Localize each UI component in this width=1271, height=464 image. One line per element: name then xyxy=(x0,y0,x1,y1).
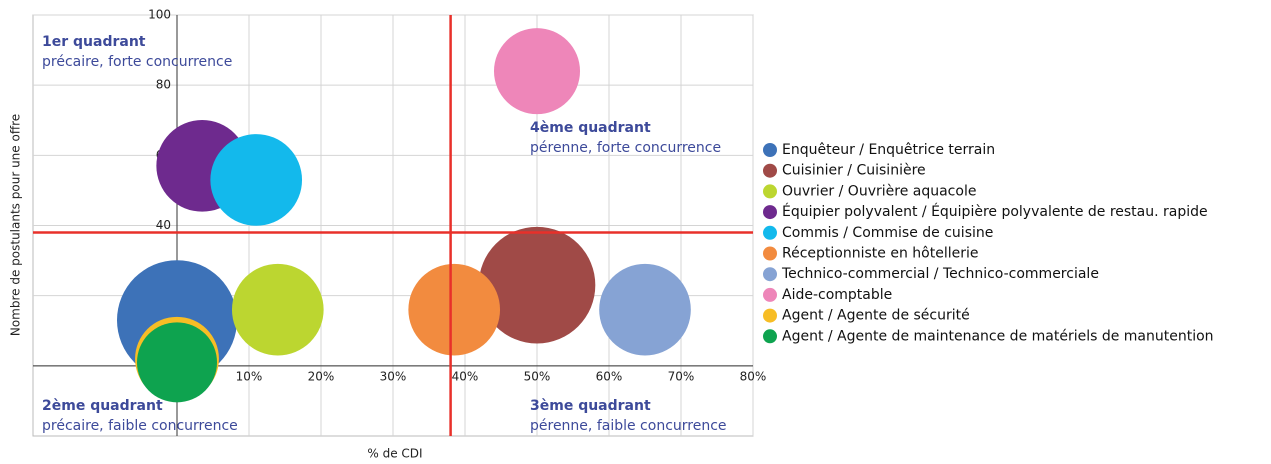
legend-label: Agent / Agente de sécurité xyxy=(782,308,970,324)
x-tick-label: 60% xyxy=(596,369,623,383)
legend-marker xyxy=(763,205,777,220)
quadrant-text: précaire, forte concurrence xyxy=(42,54,232,70)
x-tick-label: 10% xyxy=(236,369,263,383)
legend-label: Cuisinier / Cuisinière xyxy=(782,163,926,179)
legend-marker xyxy=(763,329,777,344)
legend-label: Commis / Commise de cuisine xyxy=(782,225,993,241)
bubble xyxy=(493,28,581,115)
bubble xyxy=(408,263,501,356)
legend-label: Aide-comptable xyxy=(782,287,892,303)
x-tick-label: 50% xyxy=(524,369,551,383)
y-tick-label: 100 xyxy=(148,8,171,22)
legend-label: Ouvrier / Ouvrière aquacole xyxy=(782,183,976,199)
quadrant-text: pérenne, faible concurrence xyxy=(530,418,727,434)
legend-marker xyxy=(763,184,777,199)
bubble xyxy=(137,322,217,403)
bubble xyxy=(231,263,324,356)
x-tick-label: 20% xyxy=(308,369,335,383)
x-tick-label: 80% xyxy=(740,369,767,383)
quadrant-title: 3ème quadrant xyxy=(530,398,651,414)
quadrant-title: 2ème quadrant xyxy=(42,398,163,414)
y-axis-title: Nombre de postulants pour une offre xyxy=(9,114,23,336)
legend-label: Réceptionniste en hôtellerie xyxy=(782,246,978,262)
bubble xyxy=(599,263,691,356)
x-tick-label: 30% xyxy=(380,369,407,383)
legend-label: Enquêteur / Enquêtrice terrain xyxy=(782,142,995,158)
legend-marker xyxy=(763,308,777,323)
x-tick-label: 40% xyxy=(452,369,479,383)
x-tick-label: 70% xyxy=(668,369,695,383)
x-axis-title: % de CDI xyxy=(367,447,422,461)
legend-label: Technico-commercial / Technico-commercia… xyxy=(781,266,1099,282)
legend-marker xyxy=(763,287,777,302)
quadrant-text: pérenne, forte concurrence xyxy=(530,140,721,156)
quadrant-text: précaire, faible concurrence xyxy=(42,418,238,434)
legend-marker xyxy=(763,143,777,157)
legend-marker xyxy=(763,225,777,240)
legend-label: Équipier polyvalent / Équipière polyvale… xyxy=(782,203,1208,220)
legend-label: Agent / Agente de maintenance de matérie… xyxy=(782,328,1214,344)
quadrant-title: 4ème quadrant xyxy=(530,120,651,136)
quadrant-title: 1er quadrant xyxy=(42,34,146,50)
y-tick-label: 40 xyxy=(156,218,171,232)
bubble xyxy=(210,134,303,226)
y-tick-label: 80 xyxy=(156,78,171,92)
legend-marker xyxy=(763,246,777,261)
bubble xyxy=(478,226,596,344)
legend-marker xyxy=(763,267,777,282)
legend-marker xyxy=(763,163,777,178)
